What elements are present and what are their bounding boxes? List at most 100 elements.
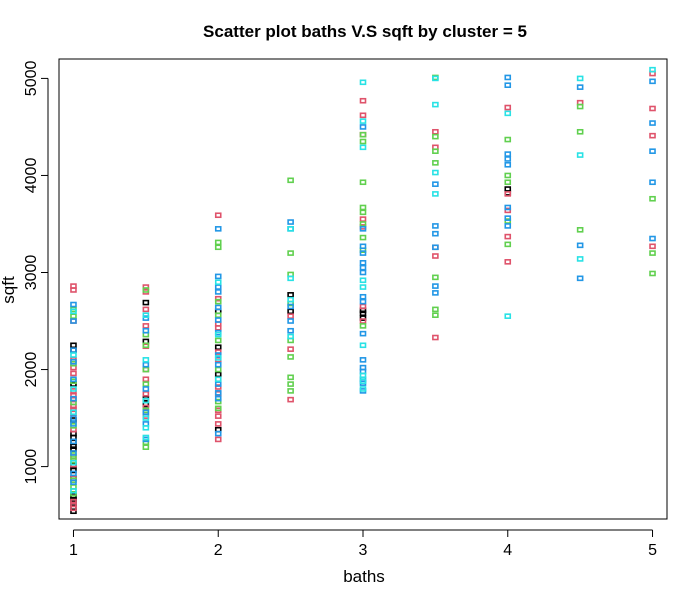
data-point [142,315,150,321]
data-point [359,234,367,241]
data-point [70,498,77,505]
data-point [142,409,150,416]
data-point [504,104,512,111]
data-point [214,284,222,290]
data-point [287,374,294,381]
data-point [70,415,77,421]
data-point [359,138,367,145]
data-point [70,342,77,349]
data-point [359,112,367,119]
data-point [504,259,512,265]
plot-frame [58,58,668,520]
data-point [504,156,512,162]
data-point [504,136,512,143]
y-tick-label: 4000 [23,158,40,194]
data-point [287,226,294,232]
chart-title: Scatter plot baths V.S sqft by cluster =… [203,22,527,41]
data-point [359,364,367,371]
data-point [287,296,294,303]
data-point [70,406,77,413]
data-point [70,395,77,402]
data-point [214,317,222,323]
data-point [142,306,150,313]
data-point [359,226,367,232]
data-point [142,439,150,446]
data-point [504,233,512,240]
data-point [214,304,222,311]
data-point [142,357,150,363]
data-point [432,223,439,229]
data-point [649,179,656,186]
data-point [214,279,222,286]
data-point [287,275,294,282]
data-point [70,490,77,497]
data-point [649,148,656,154]
data-point [359,269,367,276]
data-point [214,361,222,368]
data-point [649,120,656,126]
data-point [214,395,222,402]
data-point [432,169,439,176]
data-point [142,391,150,397]
y-tick-label: 3000 [23,255,40,291]
data-point [70,358,77,365]
data-point [504,151,512,157]
data-point [70,283,77,289]
data-point [576,242,584,249]
y-axis: 1000 2000 3000 4000 5000 [23,61,49,485]
data-point [649,132,656,139]
data-point [70,409,77,416]
data-point [649,235,656,242]
y-tick-label: 1000 [23,449,40,485]
data-point [214,226,222,232]
data-point [504,204,512,211]
data-point [504,215,512,221]
data-point [142,404,150,411]
data-point [576,103,584,110]
data-point [359,310,367,317]
data-point [214,298,222,305]
data-point [70,313,77,319]
data-point [70,392,77,399]
data-point [432,306,439,313]
data-point [70,308,77,315]
data-point [432,148,439,154]
data-point [649,66,656,73]
data-point [432,312,439,319]
data-point [432,283,439,289]
data-point [142,397,150,404]
data-point [432,244,439,251]
data-point [287,388,294,394]
data-point [214,384,222,390]
data-point [142,312,150,319]
data-point [359,318,367,324]
data-point [214,421,222,427]
data-point [287,381,294,387]
data-point [649,78,656,85]
data-point [214,398,222,405]
data-point [359,298,367,305]
data-point [359,179,367,186]
data-point [214,381,222,387]
data-point [576,152,584,158]
data-point [359,79,367,86]
data-point [359,259,367,266]
data-point [287,354,294,360]
data-point [287,396,294,403]
data-point [359,97,367,104]
data-point [214,349,222,355]
data-point [214,405,222,412]
data-point [214,295,222,302]
data-point [142,415,150,421]
data-point [504,186,512,192]
data-point [142,299,150,306]
data-point [432,274,439,281]
data-point [359,342,367,349]
data-point [504,223,512,229]
data-point [432,334,439,341]
data-point [359,330,367,337]
data-point [287,327,294,334]
data-point [359,144,367,151]
x-tick-label: 5 [648,542,657,559]
